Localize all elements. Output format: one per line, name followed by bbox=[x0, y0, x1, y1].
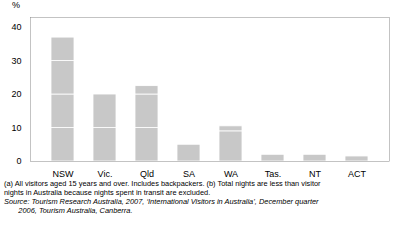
svg-text:20: 20 bbox=[11, 89, 21, 99]
html-text:Source: Tourism Research Austr: Source: Tourism Research Australia, 2007… bbox=[4, 197, 319, 206]
svg-text:30: 30 bbox=[11, 56, 21, 66]
svg-text:Tas.: Tas. bbox=[265, 169, 282, 179]
svg-text:Qld: Qld bbox=[140, 169, 154, 179]
svg-text:40: 40 bbox=[11, 22, 21, 32]
svg-text:0: 0 bbox=[16, 156, 21, 166]
svg-text:NSW: NSW bbox=[53, 169, 75, 179]
html-text:2006, Tourism Australia, Canbe: 2006, Tourism Australia, Canberra. bbox=[4, 206, 133, 215]
svg-text:Vic.: Vic. bbox=[98, 169, 113, 179]
html-text:(a) All visitors aged 15 years: (a) All visitors aged 15 years and over.… bbox=[4, 179, 321, 188]
svg-text:WA: WA bbox=[224, 169, 238, 179]
svg-text:ACT: ACT bbox=[348, 169, 367, 179]
svg-text:NT: NT bbox=[309, 169, 321, 179]
html-text:nights in Australia because ni: nights in Australia because nights spent… bbox=[4, 188, 211, 197]
svg-text:SA: SA bbox=[183, 169, 195, 179]
svg-text:10: 10 bbox=[11, 123, 21, 133]
